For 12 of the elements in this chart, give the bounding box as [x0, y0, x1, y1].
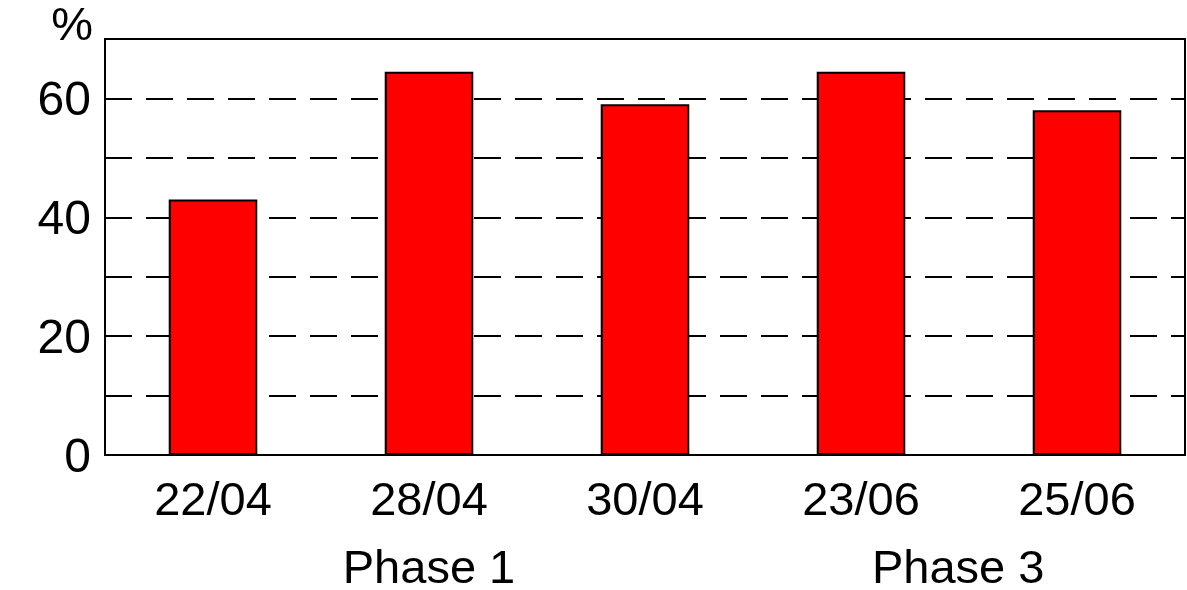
x-tick-label: 25/06	[1018, 472, 1136, 525]
y-tick-label: 20	[37, 309, 91, 363]
x-tick-label: 28/04	[370, 472, 488, 525]
text: Phase 1	[342, 539, 516, 590]
text: Phase 3	[871, 539, 1045, 590]
y-tick-label: 0	[64, 428, 91, 482]
x-tick-label: 22/04	[154, 472, 272, 525]
y-axis-title: %	[51, 0, 93, 50]
x-tick-label: 30/04	[586, 472, 704, 525]
x-tick-label: 23/06	[802, 472, 920, 525]
y-tick-label: 40	[37, 190, 91, 244]
y-tick-label: 60	[37, 71, 91, 125]
